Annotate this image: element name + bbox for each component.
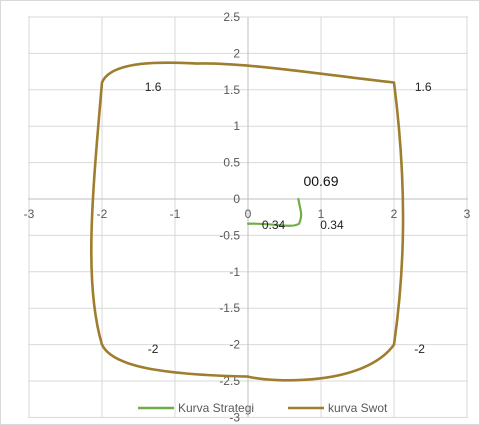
data-label: -2 [148, 342, 159, 356]
x-tick-label: -1 [170, 207, 181, 221]
y-tick-label: 0.5 [223, 156, 240, 170]
data-label: -2 [414, 342, 425, 356]
x-tick-label: -2 [97, 207, 108, 221]
strategy-curve [246, 197, 303, 227]
legend-label: Kurva Strategi [178, 401, 254, 415]
y-tick-label: -1 [229, 265, 240, 279]
y-tick-label: 1.5 [223, 83, 240, 97]
x-tick-label: -3 [24, 207, 35, 221]
legend-label: kurva Swot [328, 401, 388, 415]
x-tick-label: 3 [464, 207, 471, 221]
y-tick-label: -2 [229, 338, 240, 352]
swot-curve [90, 61, 405, 382]
y-tick-label: -1.5 [219, 301, 240, 315]
axes: -3 -2 -1 0 1 2 32.521.510.50-0.5-1-1.5-2-2.5-3 [24, 10, 471, 424]
x-tick-label: 0 [245, 207, 252, 221]
data-label: 00.69 [303, 173, 338, 189]
data-label: 0.34 [262, 218, 286, 232]
x-tick-label: 2 [391, 207, 398, 221]
series-layer [90, 61, 405, 382]
data-label: 1.6 [415, 80, 432, 94]
y-tick-label: 2.5 [223, 10, 240, 24]
y-tick-label: -0.5 [219, 228, 240, 242]
y-tick-label: 1 [233, 119, 240, 133]
y-tick-label: -3 [229, 410, 240, 424]
data-labels: 0.34 0.34 00.69 1.6 1.6 -2 -2 [145, 80, 432, 356]
y-tick-label: 2 [233, 46, 240, 60]
data-label: 0.34 [320, 218, 344, 232]
y-tick-label: 0 [233, 192, 240, 206]
x-tick-label: 1 [318, 207, 325, 221]
data-label: 1.6 [145, 80, 162, 94]
legend: Kurva Strategi kurva Swot [138, 401, 388, 415]
